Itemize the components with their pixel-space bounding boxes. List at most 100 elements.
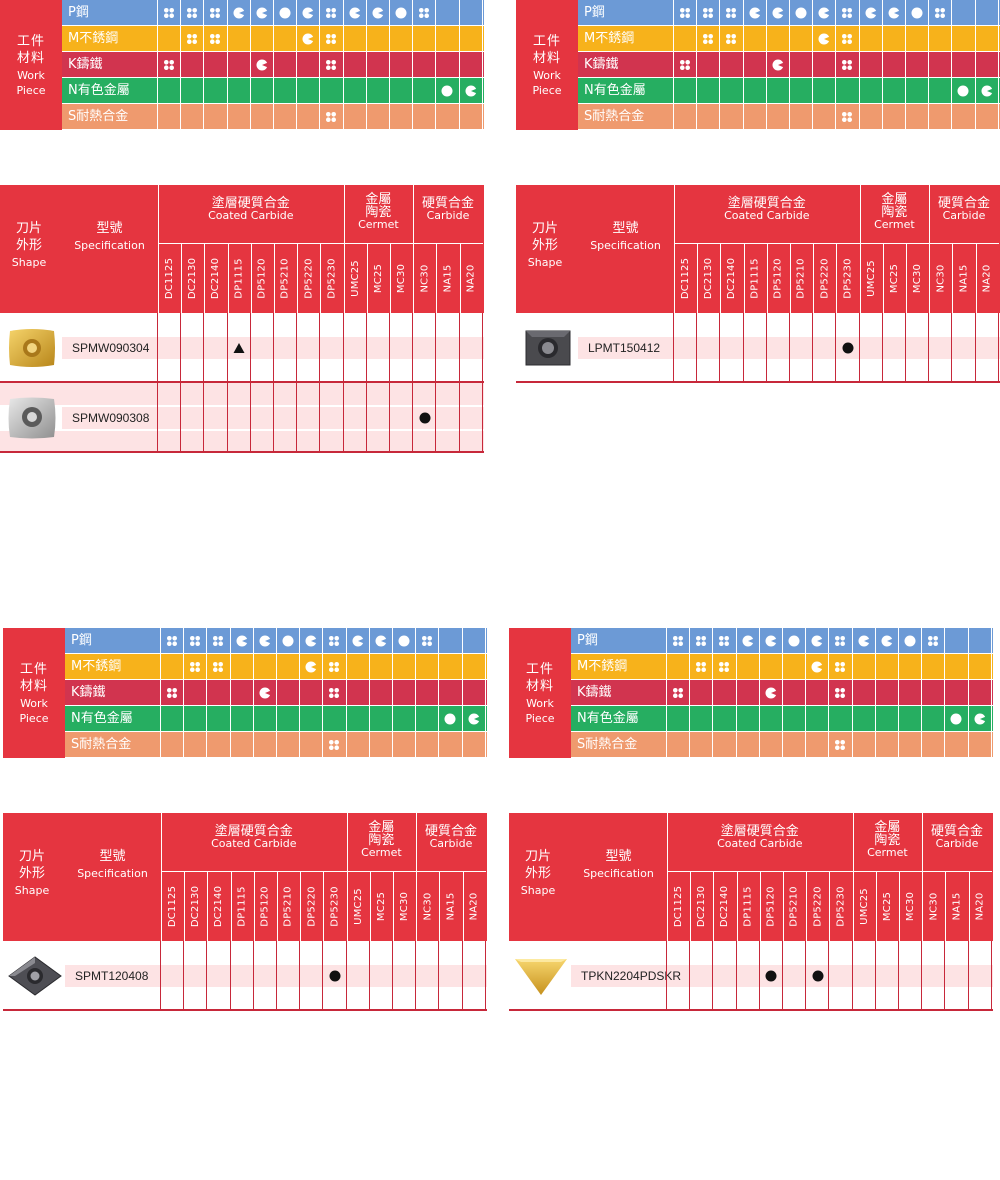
- header-divider: [667, 813, 668, 941]
- work-piece-title-en: Piece: [532, 84, 562, 97]
- suitability-cell: [713, 654, 737, 679]
- suitability-cell: [254, 732, 277, 757]
- suitability-cell: [463, 732, 486, 757]
- suitability-cell: [347, 628, 370, 653]
- suitability-cell: [713, 706, 737, 731]
- suitability-cell: [737, 706, 760, 731]
- grade-label-text: NA15: [442, 264, 454, 292]
- suitability-cell: [300, 628, 324, 653]
- suitability-cell: [181, 52, 205, 77]
- suitability-cell: [300, 654, 324, 679]
- clover-icon: [726, 33, 737, 44]
- partial-circle-icon: [259, 635, 271, 646]
- suitability-cell: [690, 680, 714, 705]
- suitability-cell: [697, 26, 721, 51]
- column-line: [461, 941, 463, 1011]
- column-line: [874, 941, 876, 1011]
- column-line: [921, 941, 923, 1011]
- grade-divider: [230, 871, 232, 941]
- clover-icon: [842, 7, 853, 18]
- grade-label-text: DP5230: [835, 885, 847, 927]
- suitability-cell: [416, 680, 440, 705]
- suitability-cell: [344, 78, 367, 103]
- suitability-cell: [416, 654, 440, 679]
- material-row: M不銹鋼: [65, 654, 487, 680]
- suitability-cell: [922, 628, 946, 653]
- suitability-cell: [929, 26, 953, 51]
- work-piece-title: 工件 材料 Work Piece: [3, 628, 65, 758]
- suitability-cell: [737, 628, 760, 653]
- work-piece-title-en: Work: [526, 697, 554, 710]
- suitability-cell: [277, 732, 301, 757]
- cermet-group-label: 陶瓷: [874, 833, 901, 848]
- clover-icon: [326, 111, 337, 122]
- grade-label-text: DP5220: [306, 885, 318, 927]
- dark-square-insert-image: [525, 330, 571, 366]
- suitability-cell: [929, 104, 953, 129]
- material-label: S耐熱合金: [62, 104, 158, 129]
- grade-label-text: DP5120: [256, 257, 268, 299]
- grade-label-text: DP1115: [742, 885, 754, 927]
- grade-label-text: NA20: [981, 264, 993, 292]
- suitability-cell: [720, 26, 744, 51]
- material-row: M不銹鋼: [578, 26, 1000, 52]
- gold-triangle-insert-image: [515, 959, 567, 995]
- suitability-cell: [813, 78, 837, 103]
- material-row: S耐熱合金: [62, 104, 484, 130]
- suitability-cell: [158, 104, 182, 129]
- column-line: [342, 313, 344, 453]
- suitability-cell: [439, 680, 463, 705]
- carbide-group-label: Carbide: [426, 209, 470, 222]
- suitability-cell: [390, 52, 414, 77]
- suitability-cell: [204, 52, 228, 77]
- partial-circle-icon: [256, 59, 268, 70]
- recommended-dot-icon: [419, 412, 431, 424]
- grade-divider: [323, 871, 325, 941]
- suitability-cell: [393, 680, 417, 705]
- suitability-cell: [969, 706, 992, 731]
- material-label: P鋼: [578, 0, 674, 25]
- grade-label: DP5120: [251, 245, 273, 311]
- cermet-group-label: Cermet: [867, 846, 908, 859]
- full-circle-icon: [279, 7, 291, 18]
- clover-icon: [213, 661, 224, 672]
- suitability-cell: [463, 680, 486, 705]
- suitability-cell: [713, 680, 737, 705]
- header-divider: [416, 813, 418, 941]
- suitability-cell: [390, 0, 414, 25]
- suitability-cell: [667, 680, 691, 705]
- column-line: [345, 941, 347, 1011]
- shape-label-cn: 刀片: [531, 221, 558, 236]
- full-circle-icon: [441, 85, 453, 96]
- material-label: M不銹鋼: [571, 654, 667, 679]
- suitability-cell: [836, 0, 860, 25]
- row-stripe: [0, 383, 484, 405]
- suitability-cell: [231, 654, 254, 679]
- column-line: [666, 941, 667, 1011]
- suitability-cell: [413, 0, 437, 25]
- suitability-cell: [674, 104, 698, 129]
- suitability-cell: [906, 104, 930, 129]
- grade-divider: [736, 871, 738, 941]
- grade-divider: [743, 243, 745, 313]
- suitability-cell: [300, 680, 324, 705]
- clover-icon: [696, 661, 707, 672]
- material-label: P鋼: [62, 0, 158, 25]
- header-divider: [674, 185, 675, 313]
- full-circle-icon: [911, 7, 923, 18]
- grade-label: NA15: [440, 873, 462, 939]
- row-bottom-line: [509, 1009, 993, 1011]
- grade-label-text: DP5120: [772, 257, 784, 299]
- grade-divider: [975, 243, 977, 313]
- carbide-group-label: Carbide: [942, 209, 986, 222]
- work-piece-table: 工件 材料 Work Piece P鋼 M不銹鋼 K鑄鐵 N有色金屬 S耐熱合金: [516, 0, 1000, 130]
- shape-label-cn: 外形: [15, 238, 42, 253]
- material-label: P鋼: [571, 628, 667, 653]
- suitability-cell: [347, 732, 370, 757]
- suitability-cell: [829, 654, 853, 679]
- clover-icon: [835, 687, 846, 698]
- column-line: [226, 313, 228, 453]
- suitability-cell: [737, 732, 760, 757]
- work-piece-table: 工件 材料 Work Piece P鋼 M不銹鋼 K鑄鐵 N有色金屬 S耐熱合金: [3, 628, 487, 758]
- grade-divider: [181, 243, 183, 313]
